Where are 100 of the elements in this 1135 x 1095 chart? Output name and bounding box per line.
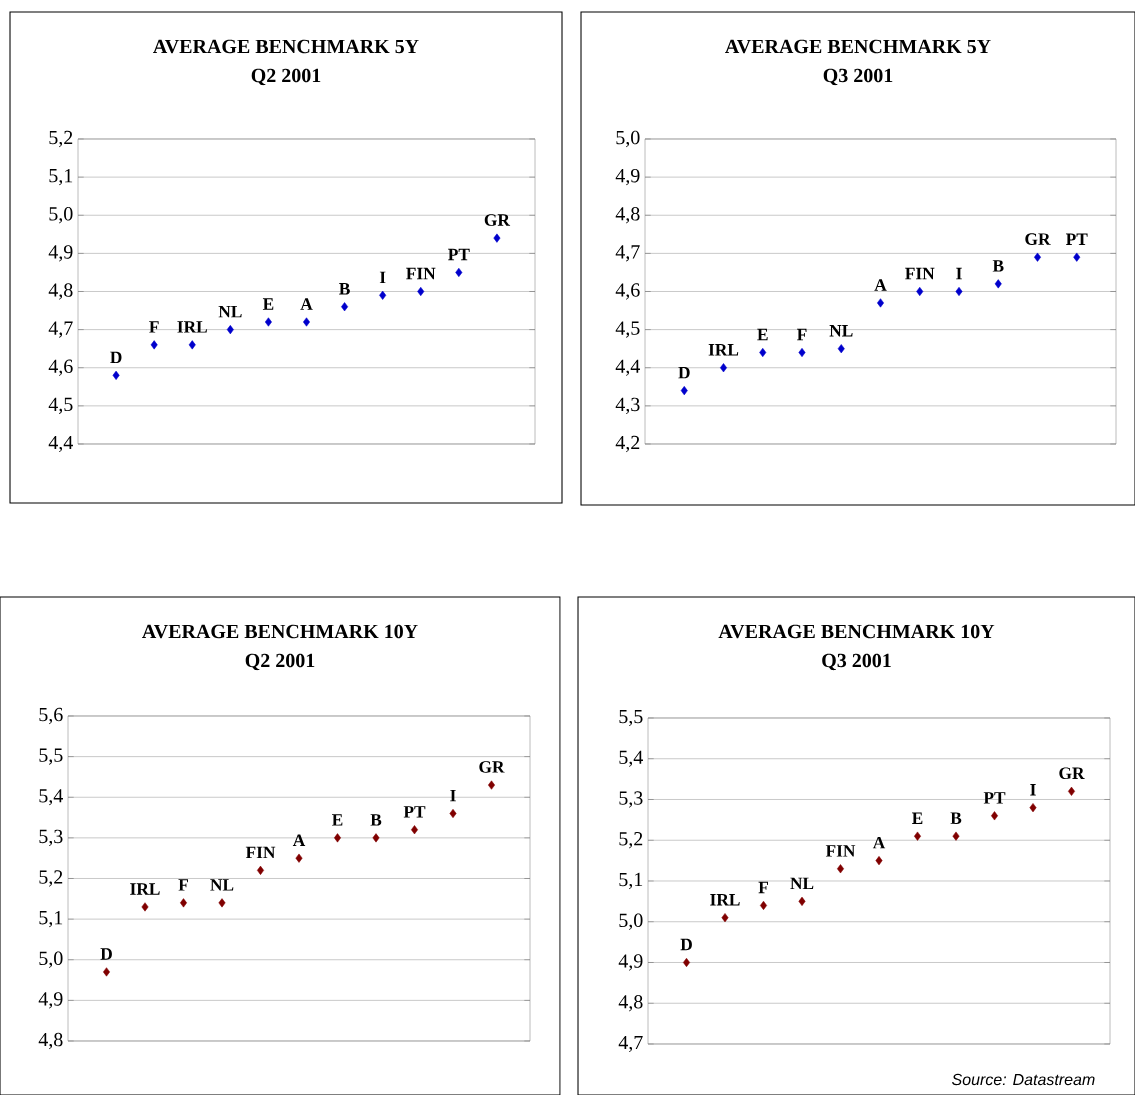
x-tick-label: I (956, 267, 962, 280)
point (488, 780, 495, 790)
x-tick-label: GR (1025, 233, 1051, 245)
point (226, 325, 234, 335)
x-tick-label: IRL (708, 344, 739, 356)
point (952, 831, 960, 841)
x-tick-label: PT (1065, 233, 1088, 245)
point (955, 286, 963, 297)
x-tick-label: NL (790, 877, 814, 890)
x-tick-label: A (872, 836, 886, 849)
y-tick-label: 4,5 (615, 321, 640, 338)
x-tick-label: F (149, 321, 159, 333)
point (1034, 252, 1041, 262)
x-tick-label: NL (210, 879, 234, 891)
x-tick-label: E (332, 814, 343, 826)
x-tick-label: PT (448, 248, 470, 261)
point (264, 317, 272, 327)
y-tick-label: 5,2 (619, 832, 643, 849)
y-tick-label: 5,2 (49, 130, 73, 148)
y-tick-label: 5,5 (39, 748, 63, 765)
y-tick-label: 4,9 (615, 168, 640, 186)
x-tick-label: F (797, 328, 807, 341)
x-tick-label: E (262, 298, 274, 310)
y-tick-label: 4,3 (615, 397, 640, 415)
x-tick-label: NL (218, 306, 242, 318)
point (372, 833, 380, 843)
point (798, 347, 806, 358)
x-tick-label: F (758, 881, 768, 894)
y-tick-label: 4,4 (48, 435, 73, 453)
point (303, 317, 310, 327)
x-tick-label: GR (484, 214, 511, 226)
chart-title: AVERAGE BENCHMARK 5Y (725, 39, 991, 54)
x-tick-label: FIN (406, 267, 436, 280)
point (411, 825, 418, 835)
point (759, 347, 767, 358)
y-tick-label: 5,4 (619, 750, 643, 767)
x-tick-label: E (757, 328, 768, 341)
point (798, 896, 806, 906)
y-tick-label: 5,0 (39, 951, 63, 968)
x-tick-label: B (992, 260, 1004, 272)
y-tick-label: 4,9 (618, 954, 643, 971)
y-tick-label: 4,6 (48, 359, 73, 376)
point (218, 898, 226, 908)
y-tick-label: 4,7 (618, 1035, 643, 1053)
x-tick-label: GR (479, 761, 505, 773)
x-tick-label: A (874, 279, 887, 291)
point (257, 865, 264, 875)
y-tick-label: 5,3 (619, 791, 643, 808)
y-tick-label: 5,3 (39, 829, 63, 847)
y-tick-label: 5,0 (49, 207, 73, 224)
y-tick-label: 4,4 (615, 359, 640, 376)
x-tick-label: IRL (177, 321, 207, 333)
x-tick-label: B (339, 283, 350, 295)
point (916, 286, 924, 297)
point (1068, 786, 1075, 796)
x-tick-label: I (379, 271, 386, 284)
x-tick-label: IRL (710, 894, 740, 906)
point (493, 233, 501, 243)
y-tick-label: 5,1 (39, 910, 63, 928)
y-tick-label: 4,5 (48, 397, 73, 414)
x-tick-label: FIN (825, 845, 856, 857)
chart-title: AVERAGE BENCHMARK 5Y (153, 39, 419, 54)
chart-title: AVERAGE BENCHMARK 10Y (142, 624, 418, 639)
x-tick-label: B (950, 812, 962, 824)
point (837, 344, 845, 354)
x-tick-label: PT (403, 806, 426, 818)
point (994, 279, 1002, 289)
point (875, 856, 883, 866)
point (1029, 803, 1037, 813)
x-tick-label: GR (1059, 767, 1085, 780)
point (112, 370, 120, 380)
y-tick-label: 4,8 (48, 283, 73, 300)
y-tick-label: 4,2 (615, 435, 640, 453)
y-tick-label: 4,8 (618, 995, 643, 1012)
y-tick-label: 4,6 (615, 283, 640, 300)
y-tick-label: 5,0 (616, 130, 640, 148)
source-note: Source: Datastream (951, 1073, 1095, 1086)
point (455, 267, 463, 277)
chart-subtitle: Q3 2001 (822, 653, 891, 671)
x-tick-label: IRL (130, 883, 160, 895)
x-tick-label: FIN (905, 267, 935, 280)
y-tick-label: 4,8 (615, 207, 640, 224)
point (680, 386, 688, 396)
chart-subtitle: Q2 2001 (245, 653, 315, 671)
x-tick-label: B (370, 814, 382, 826)
x-tick-label: PT (983, 792, 1006, 804)
point (379, 290, 387, 300)
point (877, 298, 884, 308)
x-tick-label: D (680, 938, 692, 951)
point (141, 902, 149, 912)
x-tick-label: D (110, 351, 122, 364)
y-tick-label: 4,9 (38, 992, 63, 1009)
point (341, 302, 349, 312)
point (334, 833, 341, 843)
y-tick-label: 5,1 (619, 872, 643, 890)
x-tick-label: D (100, 948, 112, 960)
point (188, 340, 196, 350)
y-tick-label: 4,7 (615, 245, 640, 262)
y-tick-label: 5,0 (619, 913, 643, 930)
point (720, 363, 727, 373)
